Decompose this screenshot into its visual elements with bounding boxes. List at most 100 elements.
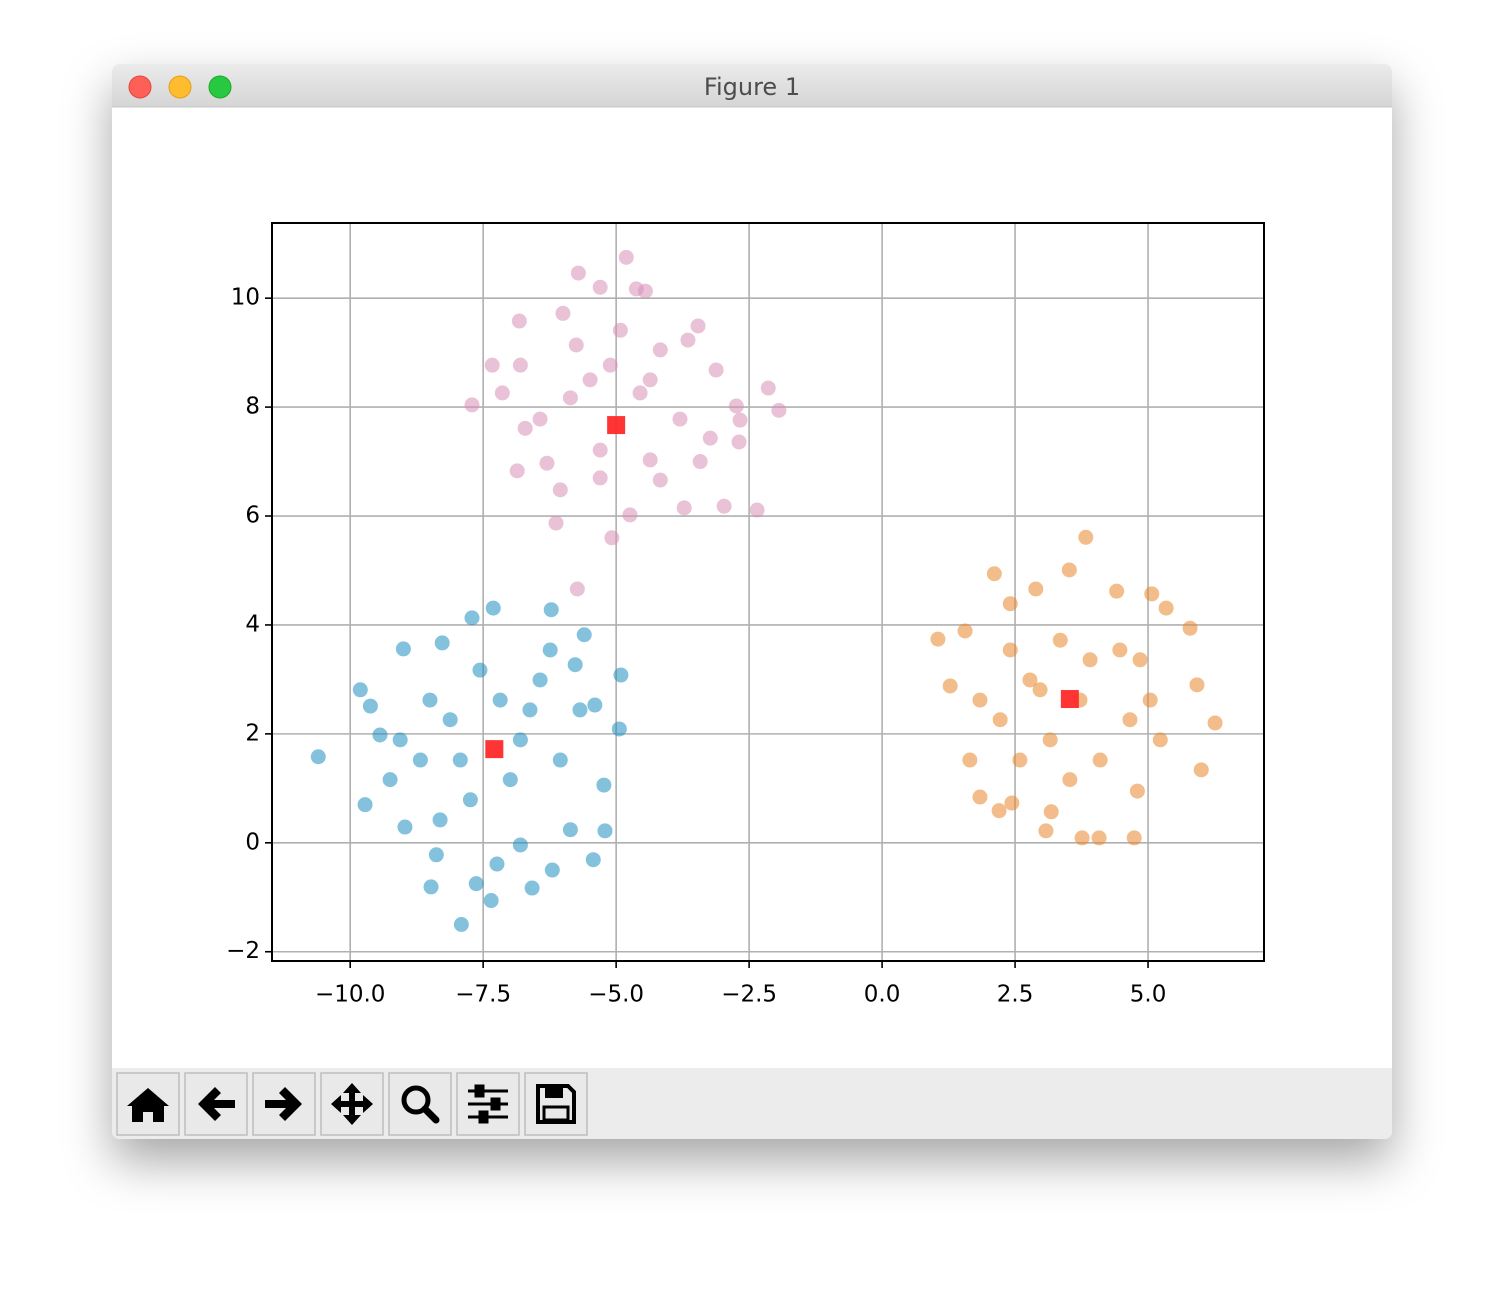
scatter-point	[592, 442, 608, 458]
scatter-point	[395, 641, 411, 657]
scatter-point	[602, 357, 618, 373]
y-tick-label: 6	[245, 503, 260, 529]
scatter-point	[1182, 620, 1198, 636]
scatter-point	[1158, 600, 1174, 616]
scatter-point	[434, 635, 450, 651]
x-tick-label: 5.0	[1130, 982, 1167, 1008]
scatter-point	[972, 789, 988, 805]
scatter-point	[509, 463, 525, 479]
close-button[interactable]	[128, 75, 152, 99]
scatter-point	[462, 792, 478, 808]
scatter-point	[632, 385, 648, 401]
scatter-point	[1022, 672, 1038, 688]
scatter-point	[618, 249, 634, 265]
y-tick-label: 8	[245, 394, 260, 420]
scatter-point	[542, 642, 558, 658]
scatter-point	[680, 332, 696, 348]
scatter-point	[957, 623, 973, 639]
scatter-point	[512, 837, 528, 853]
scatter-point	[524, 880, 540, 896]
scatter-point	[548, 515, 564, 531]
scatter-point	[732, 412, 748, 428]
scatter-point	[749, 502, 765, 518]
scatter-point	[1061, 562, 1077, 578]
scatter-point	[585, 852, 601, 868]
scatter-point	[1142, 692, 1158, 708]
home-icon	[127, 1088, 169, 1122]
zoom-button[interactable]	[208, 75, 232, 99]
scatter-point	[613, 667, 629, 683]
window: Figure 1	[112, 64, 1392, 1139]
scatter-point	[930, 631, 946, 647]
minimize-button[interactable]	[168, 75, 192, 99]
y-tick-label: 4	[245, 611, 260, 637]
scatter-point	[576, 627, 592, 643]
scatter-point	[570, 265, 586, 281]
scatter-point	[1002, 596, 1018, 612]
scatter-point	[511, 313, 527, 329]
scatter-point	[1189, 677, 1205, 693]
scatter-point	[1042, 732, 1058, 748]
scatter-point	[423, 879, 439, 895]
scatter-point	[1043, 804, 1059, 820]
save-button[interactable]	[524, 1072, 588, 1136]
scatter-point	[1074, 830, 1090, 846]
scatter-point	[452, 752, 468, 768]
scatter-point	[352, 682, 368, 698]
scatter-point	[986, 566, 1002, 582]
scatter-point	[1152, 732, 1168, 748]
scatter-point	[397, 819, 413, 835]
scatter-point	[1004, 795, 1020, 811]
x-tick-label: −7.5	[455, 982, 511, 1008]
scatter-point	[942, 678, 958, 694]
scatter-point	[1052, 632, 1068, 648]
zoom-tool-button[interactable]	[388, 1072, 452, 1136]
x-tick-label: 0.0	[864, 982, 901, 1008]
scatter-point	[1092, 752, 1108, 768]
scatter-point	[555, 305, 571, 321]
x-tick-label: 2.5	[997, 982, 1034, 1008]
scatter-point	[1028, 581, 1044, 597]
scatter-point	[592, 279, 608, 295]
scatter-point	[652, 472, 668, 488]
scatter-point	[382, 772, 398, 788]
scatter-point	[310, 749, 326, 765]
scatter-point	[587, 697, 603, 713]
centroid-marker	[607, 416, 626, 435]
zoom-icon-handle	[421, 1105, 440, 1124]
scatter-point	[422, 692, 438, 708]
configure-icon	[468, 1084, 508, 1124]
back-icon	[198, 1087, 235, 1121]
scatter-point	[522, 702, 538, 718]
scatter-point	[611, 721, 627, 737]
scatter-point	[596, 777, 612, 793]
scatter-point	[512, 357, 528, 373]
plot: −10.0 −7.5 −5.0 −2.5 0.0 2.5 5.0 −2 0 2 4 6 8 10	[226, 222, 1265, 1008]
scatter-point	[372, 727, 388, 743]
scatter-point	[1032, 682, 1048, 698]
scatter-point	[592, 470, 608, 486]
scatter-point	[484, 357, 500, 373]
scatter-point	[1207, 715, 1223, 731]
scatter-point	[517, 420, 533, 436]
scatter-point	[543, 602, 559, 618]
x-tick-label: −5.0	[588, 982, 644, 1008]
scatter-point	[962, 752, 978, 768]
scatter-point	[597, 823, 613, 839]
scatter-point	[569, 581, 585, 597]
scatter-point	[552, 482, 568, 498]
scatter-point	[453, 917, 469, 933]
window-title: Figure 1	[704, 73, 800, 101]
axes-frame	[271, 222, 1265, 962]
scatter-point	[568, 337, 584, 353]
scatter-point	[582, 372, 598, 388]
scatter-point	[1109, 583, 1125, 599]
scatter-point	[552, 752, 568, 768]
y-tick-label: 0	[245, 829, 260, 855]
scatter-point	[728, 398, 744, 414]
scatter-point	[392, 732, 408, 748]
y-tick-label: 2	[245, 720, 260, 746]
scatter-point	[1062, 772, 1078, 788]
scatter-point	[672, 411, 688, 427]
